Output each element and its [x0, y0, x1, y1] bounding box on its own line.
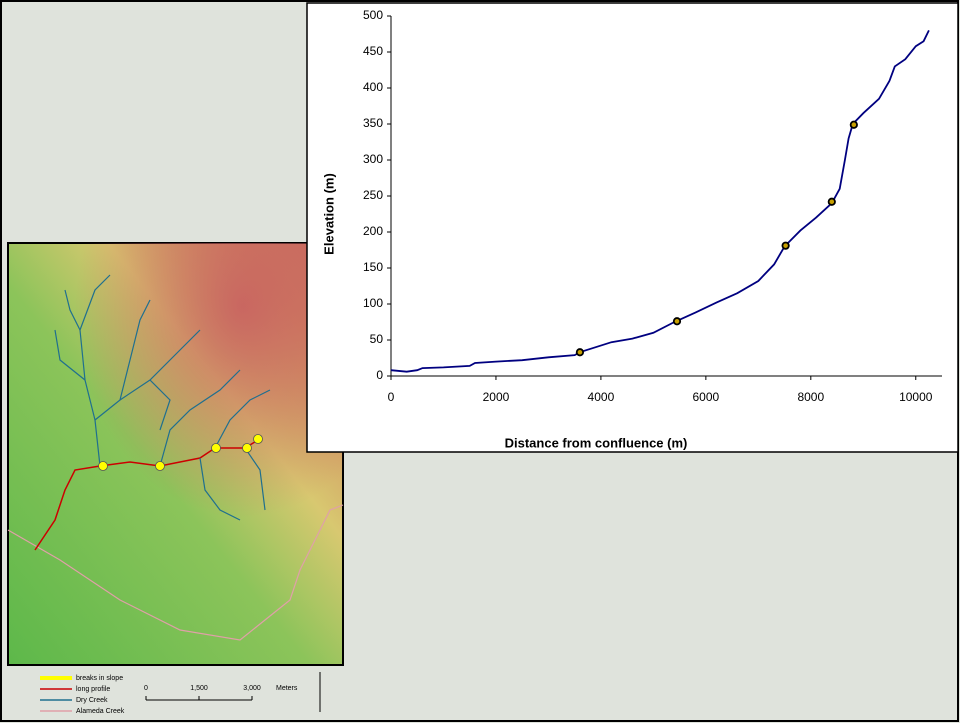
x-axis-title: Distance from confluence (m) [505, 435, 688, 450]
y-tick-label: 450 [363, 44, 383, 58]
x-tick-label: 10000 [899, 390, 933, 404]
map [8, 243, 343, 665]
y-tick-label: 150 [363, 260, 383, 274]
legend-label: Alameda Creek [76, 708, 125, 715]
x-tick-label: 2000 [483, 390, 510, 404]
break-point [829, 199, 835, 205]
legend-label: long profile [76, 686, 110, 693]
y-tick-label: 200 [363, 224, 383, 238]
y-tick-label: 350 [363, 116, 383, 130]
y-tick-label: 50 [370, 332, 384, 346]
legend-label: breaks in slope [76, 675, 123, 682]
break-point [782, 242, 788, 248]
break-point [577, 349, 583, 355]
screen: breaks in slope long profile Dry Creek Alam… [0, 0, 960, 723]
legend-label: Dry Creek [76, 697, 108, 704]
break-point [674, 318, 680, 324]
scale-label: 3,000 [243, 685, 261, 692]
y-tick-label: 250 [363, 188, 383, 202]
scale-label: 0 [144, 685, 148, 692]
x-tick-label: 6000 [693, 390, 720, 404]
scale-label: 1,500 [190, 685, 208, 692]
x-tick-label: 8000 [797, 390, 824, 404]
y-tick-label: 0 [376, 368, 383, 382]
y-tick-label: 300 [363, 152, 383, 166]
y-tick-label: 100 [363, 296, 383, 310]
y-tick-label: 400 [363, 80, 383, 94]
terrain-shade [8, 243, 343, 665]
x-tick-label: 4000 [588, 390, 615, 404]
page: {"chart_data": {"type": "line", "xlabel"… [0, 0, 960, 728]
break-point [851, 122, 857, 128]
y-tick-label: 500 [363, 8, 383, 22]
scale-unit: Meters [276, 685, 298, 692]
y-axis-title: Elevation (m) [321, 173, 336, 255]
chart-panel [307, 3, 958, 452]
x-tick-label: 0 [388, 390, 395, 404]
